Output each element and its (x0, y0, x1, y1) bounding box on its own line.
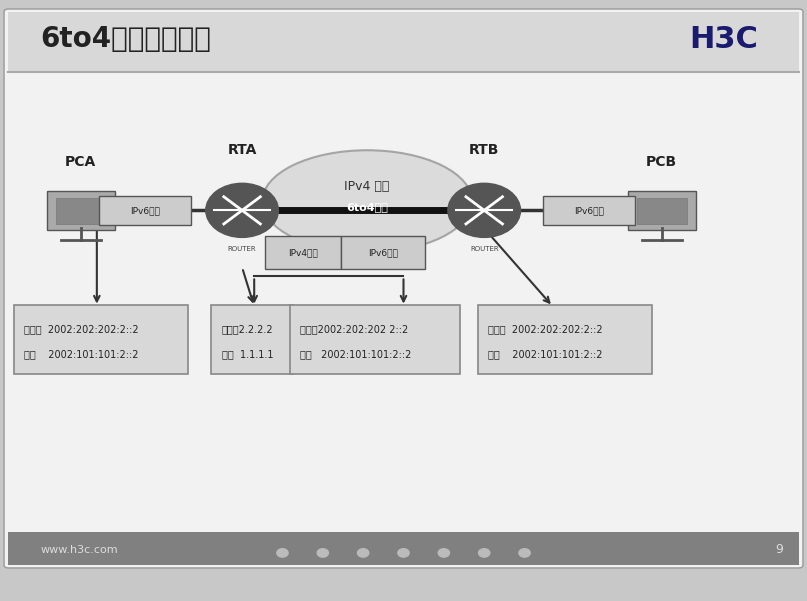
Text: 源：    2002:101:101:2::2: 源： 2002:101:101:2::2 (24, 349, 139, 359)
Text: RTB: RTB (469, 143, 500, 157)
FancyBboxPatch shape (341, 236, 425, 269)
FancyBboxPatch shape (56, 198, 106, 224)
FancyBboxPatch shape (478, 305, 652, 374)
Text: IPv4报头: IPv4报头 (288, 248, 317, 257)
FancyBboxPatch shape (47, 191, 115, 230)
FancyBboxPatch shape (8, 12, 799, 72)
Circle shape (438, 549, 449, 557)
Text: 9: 9 (775, 543, 783, 557)
Text: ROUTER: ROUTER (470, 246, 499, 252)
Text: IPv6报文: IPv6报文 (368, 248, 399, 257)
Text: 拷贝操作: 拷贝操作 (316, 254, 346, 267)
FancyBboxPatch shape (265, 236, 341, 269)
FancyBboxPatch shape (543, 195, 635, 225)
Circle shape (277, 549, 288, 557)
Circle shape (519, 549, 530, 557)
FancyBboxPatch shape (290, 305, 460, 374)
Circle shape (479, 549, 490, 557)
Ellipse shape (262, 150, 472, 252)
FancyBboxPatch shape (8, 532, 799, 565)
FancyBboxPatch shape (4, 9, 803, 568)
Text: IPv4 网络: IPv4 网络 (345, 180, 390, 193)
FancyBboxPatch shape (99, 195, 191, 225)
Text: 6to4隧道工作原理: 6to4隧道工作原理 (40, 25, 211, 53)
Text: 目的：2.2.2.2: 目的：2.2.2.2 (222, 325, 274, 335)
Text: 6to4隧道: 6to4隧道 (346, 203, 388, 212)
Text: www.h3c.com: www.h3c.com (40, 545, 118, 555)
Circle shape (358, 549, 369, 557)
Text: IPv6报文: IPv6报文 (574, 206, 604, 215)
FancyBboxPatch shape (637, 198, 687, 224)
FancyBboxPatch shape (628, 191, 696, 230)
Circle shape (206, 183, 278, 237)
Text: 源：    2002:101:101:2::2: 源： 2002:101:101:2::2 (488, 349, 603, 359)
Text: IPv6报文: IPv6报文 (130, 206, 161, 215)
Text: ROUTER: ROUTER (228, 246, 257, 252)
FancyBboxPatch shape (211, 305, 293, 374)
FancyBboxPatch shape (14, 305, 188, 374)
Text: 目的：  2002:202:202:2::2: 目的： 2002:202:202:2::2 (24, 325, 139, 335)
Circle shape (398, 549, 409, 557)
Text: H3C: H3C (690, 25, 759, 53)
Circle shape (317, 549, 328, 557)
Circle shape (448, 183, 521, 237)
Text: 目的：2002:202:202 2::2: 目的：2002:202:202 2::2 (300, 325, 408, 335)
Text: 源：   2002:101:101:2::2: 源： 2002:101:101:2::2 (300, 349, 412, 359)
Text: PCA: PCA (65, 155, 96, 169)
Text: 源：  1.1.1.1: 源： 1.1.1.1 (222, 349, 274, 359)
Text: PCB: PCB (646, 155, 677, 169)
Text: 目的：  2002:202:202:2::2: 目的： 2002:202:202:2::2 (488, 325, 603, 335)
Text: RTA: RTA (228, 143, 257, 157)
